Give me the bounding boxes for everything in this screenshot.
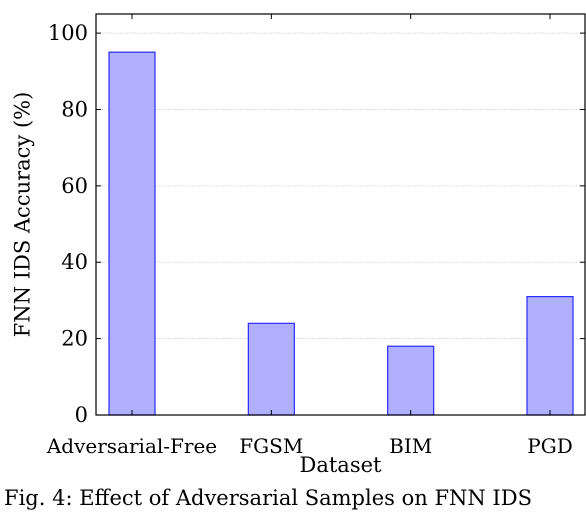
x-axis-ticks: Adversarial-Free FGSM BIM PGD: [46, 14, 573, 458]
y-tick-label-100: 100: [48, 21, 88, 45]
x-tick-label-fgsm: FGSM: [239, 434, 303, 458]
figure-caption: Fig. 4: Effect of Adversarial Samples on…: [4, 486, 532, 510]
x-tick-label-bim: BIM: [389, 434, 432, 458]
y-tick-label-20: 20: [61, 327, 88, 351]
y-axis-label: FNN IDS Accuracy (%): [11, 92, 35, 338]
plot-frame: [95, 13, 586, 416]
x-axis-label: Dataset: [300, 453, 383, 477]
grid-lines: [96, 32, 585, 340]
x-tick-label-adversarial-free: Adversarial-Free: [46, 434, 217, 458]
x-tick-label-pgd: PGD: [527, 434, 572, 458]
bars: [108, 51, 574, 416]
bar-bim: [387, 345, 435, 416]
y-tick-label-60: 60: [61, 174, 88, 198]
bar-adversarial-free: [108, 51, 156, 416]
bar-pgd: [526, 296, 574, 416]
y-tick-label-40: 40: [61, 250, 88, 274]
y-tick-label-0: 0: [75, 403, 88, 427]
bar-fgsm: [247, 322, 295, 416]
y-tick-label-80: 80: [61, 97, 88, 121]
y-axis-ticks: 0 20 40 60 80 100: [48, 21, 585, 427]
